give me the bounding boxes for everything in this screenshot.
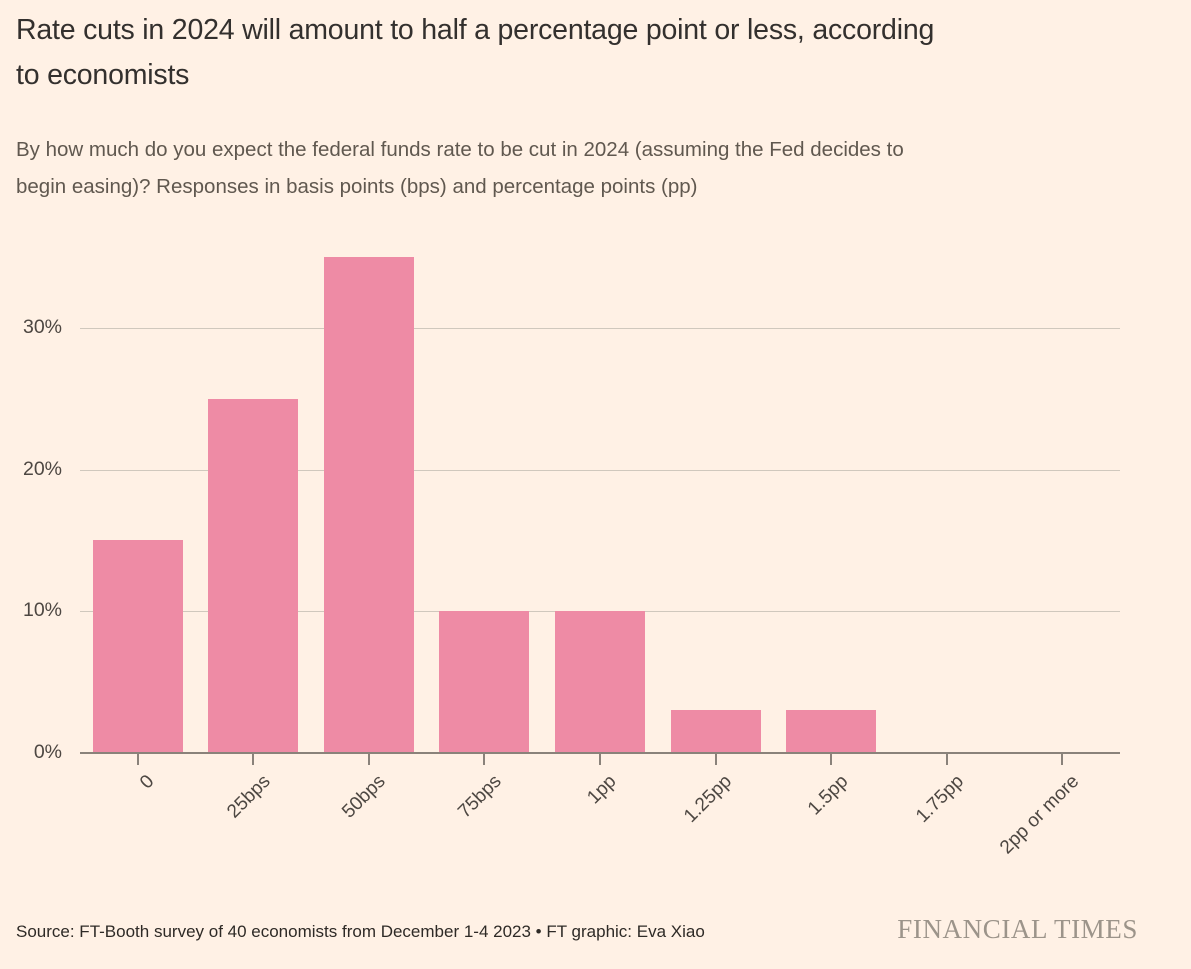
x-axis-tick: [1061, 754, 1064, 765]
x-tick-label: 1.75pp: [911, 771, 968, 827]
x-axis-tick: [252, 754, 255, 765]
bar-1.5pp: [786, 710, 877, 753]
x-axis-tick: [483, 754, 486, 765]
y-tick-label: 30%: [22, 315, 62, 338]
x-tick-label: 50bps: [338, 771, 390, 823]
x-axis-tick: [367, 754, 370, 765]
x-axis-tick: [599, 754, 601, 765]
chart-subtitle: By how much do you expect the federal fu…: [16, 131, 904, 205]
gridline-20: [80, 469, 1120, 471]
chart-title-line-1: Rate cuts in 2024 will amount to half a …: [16, 14, 935, 46]
bar-0: [92, 540, 183, 753]
y-tick-label: 10%: [22, 599, 62, 622]
gridline-30: [80, 327, 1120, 329]
bar-1pp: [555, 611, 645, 753]
y-tick-label: 20%: [22, 457, 62, 480]
x-tick-label: 1.5pp: [803, 771, 852, 820]
financial-times-logo: FINANCIAL TIMES: [897, 914, 1138, 944]
bar-50bps: [323, 257, 414, 753]
bar-1.25pp: [670, 710, 761, 753]
x-axis-tick: [945, 754, 948, 765]
x-tick-label: 75bps: [453, 771, 506, 823]
chart-subtitle-line-2: begin easing)? Responses in basis points…: [16, 175, 698, 198]
x-axis-tick: [136, 754, 139, 765]
bar-25bps: [208, 398, 299, 753]
x-axis-tick: [830, 754, 833, 765]
source-note: Source: FT-Booth survey of 40 economists…: [16, 922, 705, 941]
x-tick-label: 0: [136, 771, 159, 794]
chart-title-line-2: to economists: [16, 59, 190, 91]
x-tick-label: 1.25pp: [680, 771, 737, 827]
x-axis-tick: [714, 754, 717, 765]
y-tick-label: 0%: [33, 741, 62, 763]
x-tick-label: 25bps: [222, 771, 275, 823]
chart-subtitle-line-1: By how much do you expect the federal fu…: [16, 138, 904, 161]
x-tick-label: 1pp: [583, 771, 621, 809]
x-tick-label: 2pp or more: [995, 771, 1084, 859]
bar-75bps: [439, 611, 530, 753]
chart-title: Rate cuts in 2024 will amount to half a …: [16, 8, 934, 98]
x-axis-line: [80, 752, 1120, 754]
